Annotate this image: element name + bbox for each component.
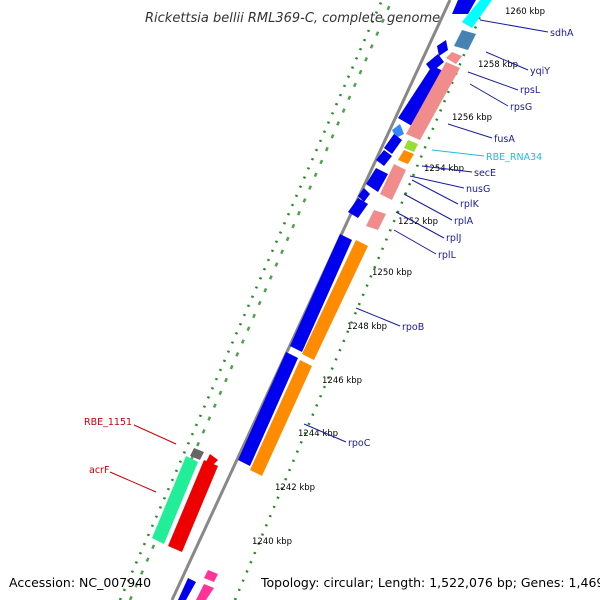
gene-rpoB-blue[interactable] bbox=[290, 234, 352, 352]
tick-label: 1246 kbp bbox=[322, 376, 362, 386]
gene-RBE_RNA34[interactable] bbox=[404, 140, 418, 152]
gene-label: yqiY bbox=[530, 66, 550, 77]
gene-rpoC-blue[interactable] bbox=[238, 352, 298, 466]
tick-label: 1252 kbp bbox=[398, 217, 438, 227]
gene-label: acrF bbox=[89, 465, 109, 476]
gene-label: sdhA bbox=[550, 28, 574, 39]
gene-small-6[interactable] bbox=[366, 168, 388, 192]
gene-rplJ-salmon[interactable] bbox=[366, 210, 386, 230]
gene-label: rplJ bbox=[446, 233, 461, 244]
tick-label: 1242 kbp bbox=[275, 483, 315, 493]
tick-label: 1240 kbp bbox=[252, 537, 292, 547]
gene-rpoC-orange[interactable] bbox=[250, 360, 312, 476]
gene-pink-2[interactable] bbox=[196, 584, 214, 600]
inner-dotted-ring bbox=[233, 0, 489, 600]
gene-steel[interactable] bbox=[454, 30, 476, 50]
gene-small-7[interactable] bbox=[358, 188, 370, 202]
gene-label: RBE_RNA34 bbox=[486, 152, 542, 163]
gene-pink-1[interactable] bbox=[204, 570, 218, 582]
accession-text: Accession: NC_007940 bbox=[9, 575, 151, 590]
tick-label: 1250 kbp bbox=[372, 268, 412, 278]
gene-label: rpoB bbox=[402, 322, 424, 333]
gene-red-arrowhead[interactable] bbox=[206, 454, 218, 466]
gene-top-blue[interactable] bbox=[452, 0, 476, 14]
gene-RBE_1151-red[interactable] bbox=[168, 460, 218, 552]
gene-label: rpoC bbox=[348, 438, 371, 449]
gene-label: rplK bbox=[460, 199, 480, 210]
leader-lines-red bbox=[109, 424, 177, 493]
tick-label: 1260 kbp bbox=[505, 7, 545, 17]
gene-small-1[interactable] bbox=[437, 40, 448, 56]
gene-label: rplL bbox=[438, 250, 457, 261]
gene-salmon-1[interactable] bbox=[446, 52, 462, 64]
tick-label: 1244 kbp bbox=[298, 429, 338, 439]
gene-label: secE bbox=[474, 168, 496, 179]
gene-bottom-blue[interactable] bbox=[178, 578, 196, 600]
tick-label: 1248 kbp bbox=[347, 322, 387, 332]
gene-orange-small[interactable] bbox=[398, 150, 414, 164]
gene-label: rpsG bbox=[510, 102, 532, 113]
gene-nusG-salmon[interactable] bbox=[380, 164, 406, 200]
gene-sdhA-cyan[interactable] bbox=[462, 0, 492, 28]
gene-grey[interactable] bbox=[190, 448, 204, 460]
gene-rpsL-salmon[interactable] bbox=[406, 62, 460, 140]
gene-small-2[interactable] bbox=[426, 54, 444, 72]
outer-dotted-ring bbox=[118, 0, 384, 600]
gene-small-3[interactable] bbox=[392, 124, 404, 138]
gene-label: RBE_1151 bbox=[84, 417, 132, 428]
tick-label: 1258 kbp bbox=[478, 60, 518, 70]
summary-text: Topology: circular; Length: 1,522,076 bp… bbox=[260, 575, 600, 590]
leader-lines-blue bbox=[303, 19, 549, 443]
leader-line-cyan bbox=[431, 149, 485, 157]
gene-label: fusA bbox=[494, 134, 515, 145]
gene-small-5[interactable] bbox=[376, 150, 392, 166]
tick-label: 1256 kbp bbox=[452, 113, 492, 123]
gene-label: rplA bbox=[454, 216, 474, 227]
map-title: Rickettsia bellii RML369-C, complete gen… bbox=[145, 11, 440, 26]
gene-acrF-green[interactable] bbox=[152, 456, 198, 544]
gene-small-4[interactable] bbox=[384, 134, 402, 154]
gene-label: rpsL bbox=[520, 85, 541, 96]
gene-rpsG-blue[interactable] bbox=[398, 66, 446, 126]
gene-small-8[interactable] bbox=[348, 198, 368, 218]
gene-label: nusG bbox=[466, 184, 490, 195]
gene-rpoB-orange[interactable] bbox=[302, 240, 368, 360]
